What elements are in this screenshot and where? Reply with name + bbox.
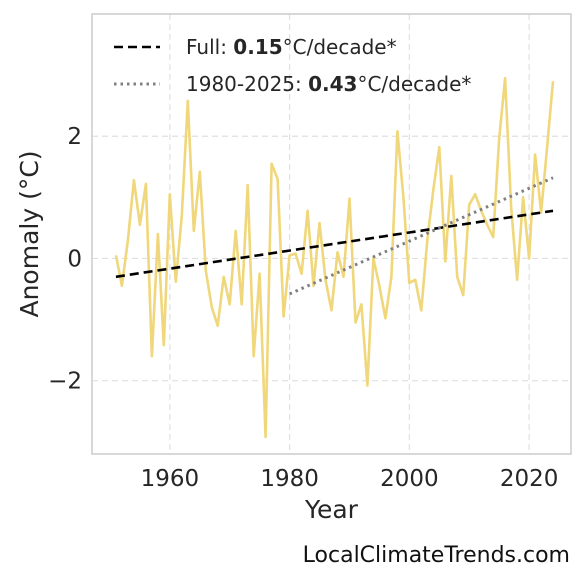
x-tick-label: 2020	[500, 466, 559, 492]
recent-trend-line	[288, 176, 554, 296]
x-tick-label: 2000	[380, 466, 439, 492]
anomaly-line	[114, 76, 555, 439]
tick-labels: 1960 1980 2000 2020 −2 0 2	[48, 124, 558, 492]
plot-frame	[91, 13, 572, 455]
trend-lines	[115, 176, 554, 296]
x-tick-label: 1980	[260, 466, 319, 492]
legend: Full: 0.15°C/decade*1980-2025: 0.43°C/de…	[114, 35, 471, 96]
legend-rate-value: 0.15	[233, 35, 282, 59]
y-axis-label: Anomaly (°C)	[15, 150, 44, 317]
watermark-text: LocalClimateTrends.com	[302, 543, 570, 568]
legend-rate-value: 0.43	[308, 72, 357, 96]
full-trend-line	[115, 209, 554, 279]
legend-suffix: °C/decade*	[283, 35, 397, 59]
y-tick-label: 2	[67, 124, 82, 150]
grid	[92, 14, 571, 454]
legend-suffix: °C/decade*	[357, 72, 471, 96]
x-axis-label: Year	[304, 495, 359, 524]
anomaly-series	[114, 76, 555, 439]
legend-prefix: Full:	[186, 35, 233, 59]
y-tick-label: 0	[67, 246, 82, 272]
legend-prefix: 1980-2025:	[186, 72, 308, 96]
x-tick-label: 1960	[141, 466, 200, 492]
legend-recent-trend-label: 1980-2025: 0.43°C/decade*	[186, 72, 471, 96]
legend-full-trend-label: Full: 0.15°C/decade*	[186, 35, 397, 59]
y-tick-label: −2	[48, 369, 82, 395]
